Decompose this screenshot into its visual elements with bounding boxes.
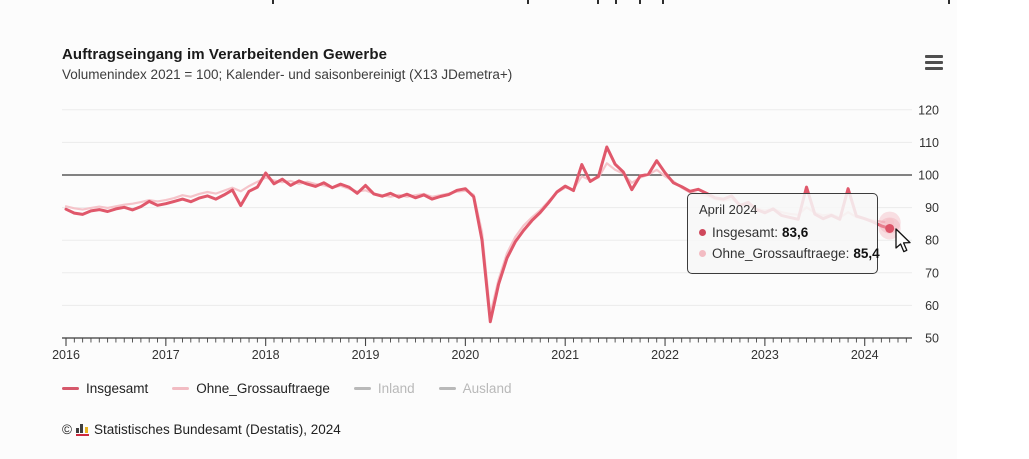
destatis-chart-widget: Auftragseingang im Verarbeitenden Gewerb… (0, 0, 957, 459)
series-bullet-icon (699, 229, 706, 236)
chart-legend: Insgesamt Ohne_Grossauftraege Inland Aus… (62, 381, 511, 396)
legend-swatch-icon (353, 387, 371, 390)
y-axis-label: 50 (925, 332, 939, 346)
x-axis-label: 2022 (651, 348, 679, 362)
series-bullet-icon (699, 250, 706, 257)
y-axis-label: 80 (925, 234, 939, 248)
hamburger-menu-icon[interactable] (924, 53, 944, 72)
chart-plot-area[interactable]: 50 60 70 80 90 100 110 120 2016 2017 2018 2019 2020 2… (0, 0, 957, 459)
y-axis-label: 120 (918, 103, 939, 117)
legend-label: Insgesamt (86, 381, 149, 396)
tooltip-value: 85,4 (853, 246, 880, 261)
y-axis-label: 60 (925, 299, 939, 313)
y-axis-label: 110 (919, 136, 939, 150)
source-attribution: © Statistisches Bundesamt (Destatis), 20… (62, 422, 341, 437)
source-text: Statistisches Bundesamt (Destatis), 2024 (93, 422, 341, 437)
legend-item-ohne-grossauftraege[interactable]: Ohne_Grossauftraege (172, 381, 330, 396)
tooltip-value: 83,6 (782, 225, 809, 240)
tooltip-label: Insgesamt: (712, 225, 779, 240)
mouse-cursor-icon (895, 228, 911, 253)
tooltip-label: Ohne_Grossauftraege: (712, 246, 850, 261)
y-axis-label: 90 (925, 201, 939, 215)
cropped-text-remnant (0, 0, 957, 4)
chart-tooltip: April 2024 Insgesamt: 83,6 Ohne_Grossauf… (687, 193, 880, 274)
tooltip-row-ohne-grossauftraege: Ohne_Grossauftraege: 85,4 (699, 243, 880, 264)
page-background (957, 0, 1029, 459)
x-axis-label: 2020 (451, 348, 479, 362)
legend-item-insgesamt[interactable]: Insgesamt (62, 381, 148, 396)
y-axis-label: 70 (925, 266, 939, 280)
x-axis-label: 2024 (851, 348, 879, 362)
legend-swatch-icon (62, 387, 79, 390)
legend-swatch-icon (172, 387, 190, 390)
x-axis-label: 2021 (551, 348, 579, 362)
legend-item-ausland[interactable]: Ausland (438, 381, 512, 396)
legend-item-inland[interactable]: Inland (353, 381, 415, 396)
legend-label: Ohne_Grossauftraege (196, 381, 330, 396)
hover-point-marker (885, 223, 895, 233)
tooltip-row-insgesamt: Insgesamt: 83,6 (699, 222, 866, 243)
x-axis-label: 2018 (252, 348, 280, 362)
y-axis-label: 100 (918, 169, 939, 183)
legend-label: Inland (377, 381, 415, 396)
copyright-symbol: © (62, 422, 72, 437)
chart-subtitle: Volumenindex 2021 = 100; Kalender- und s… (62, 67, 513, 82)
x-axis-label: 2023 (751, 348, 779, 362)
x-axis-label: 2019 (352, 348, 380, 362)
legend-label: Ausland (462, 381, 512, 396)
x-axis-label: 2017 (152, 348, 180, 362)
legend-swatch-icon (438, 387, 456, 390)
x-axis-label: 2016 (52, 348, 80, 362)
chart-title: Auftragseingang im Verarbeitenden Gewerb… (62, 46, 388, 63)
destatis-logo-icon (75, 423, 90, 436)
tooltip-title: April 2024 (699, 202, 758, 217)
